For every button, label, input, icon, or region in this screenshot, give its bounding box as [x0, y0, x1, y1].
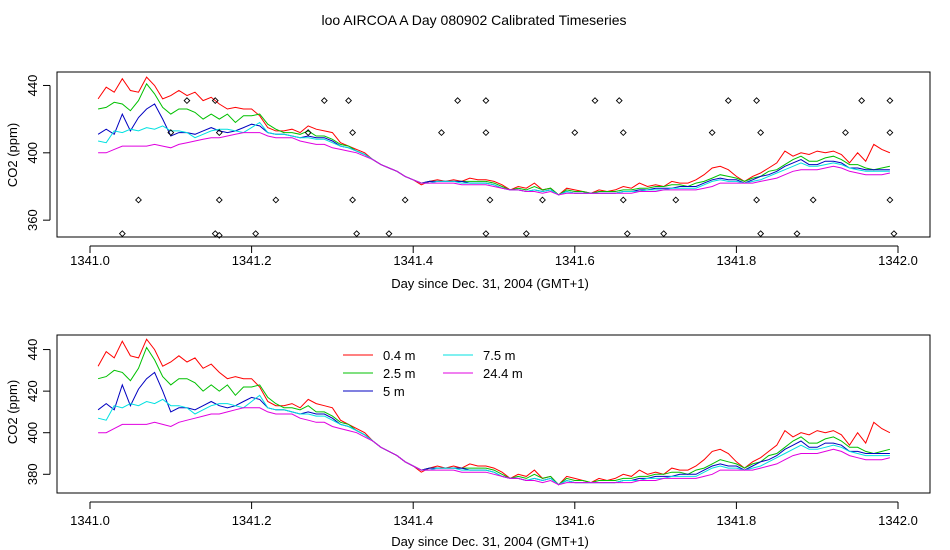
- top-x-axis: 1341.0 1341.2 1341.4 1341.6 1341.8 1342.0: [70, 245, 918, 268]
- bottom-y-tick-label: 400: [25, 422, 40, 444]
- top-y-tick-label: 440: [25, 75, 40, 97]
- diamond-point: [482, 230, 490, 238]
- diamond-point: [486, 196, 494, 204]
- top-series-line-2-5-m: [98, 82, 891, 196]
- diamond-point: [842, 129, 849, 137]
- diamond-point: [438, 129, 445, 137]
- top-x-tick-label: 1341.6: [555, 253, 595, 268]
- diamond-point: [353, 230, 361, 238]
- diamond-point: [615, 97, 623, 105]
- bottom-x-tick-label: 1341.8: [717, 513, 757, 528]
- diamond-point: [591, 97, 599, 105]
- diamond-point: [890, 230, 898, 238]
- legend-label-3: 7.5 m: [483, 348, 516, 363]
- top-series-line-7-5-m: [97, 121, 890, 196]
- bottom-series-line-7-5-m: [97, 394, 890, 486]
- top-x-tick-label: 1342.0: [878, 253, 918, 268]
- top-x-axis-label: Day since Dec. 31, 2004 (GMT+1): [391, 276, 589, 291]
- diamond-point: [482, 97, 490, 105]
- bottom-x-tick-label: 1341.6: [555, 513, 595, 528]
- diamond-point: [183, 97, 191, 105]
- diamond-point: [858, 97, 866, 105]
- diamond-point: [401, 196, 409, 204]
- legend-label-1: 2.5 m: [383, 366, 416, 381]
- diamond-point: [482, 129, 490, 137]
- diamond-point: [571, 129, 579, 137]
- figure-title: loo AIRCOA A Day 080902 Calibrated Times…: [321, 12, 626, 28]
- legend-label-4: 24.4 m: [483, 366, 523, 381]
- top-series-line-0-4-m: [97, 76, 891, 196]
- diamond-point: [886, 97, 894, 105]
- diamond-point: [809, 196, 817, 204]
- bottom-x-axis-label: Day since Dec. 31, 2004 (GMT+1): [391, 534, 589, 549]
- bottom-x-tick-label: 1341.2: [232, 513, 272, 528]
- bottom-x-tick-label: 1342.0: [878, 513, 918, 528]
- top-x-tick-label: 1341.0: [70, 253, 110, 268]
- legend: 0.4 m 2.5 m 5 m 7.5 m 24.4 m: [343, 348, 523, 399]
- top-y-tick-label: 400: [25, 142, 40, 164]
- bottom-y-tick-label: 420: [25, 380, 40, 402]
- bottom-y-tick-label: 380: [25, 463, 40, 485]
- top-y-axis-label: CO2 (ppm): [5, 123, 20, 187]
- diamond-point: [167, 129, 175, 137]
- top-plot-frame: [56, 71, 931, 238]
- diamond-point: [135, 196, 142, 204]
- diamond-point: [672, 196, 680, 204]
- diamond-point: [753, 196, 761, 204]
- diamond-point: [793, 230, 801, 238]
- diamond-point: [708, 129, 716, 137]
- diamond-point: [724, 97, 732, 105]
- bottom-x-tick-label: 1341.0: [70, 513, 110, 528]
- diamond-point: [211, 230, 219, 238]
- diamond-point: [304, 129, 312, 137]
- diamond-point: [349, 129, 357, 137]
- bottom-y-axis-label: CO2 (ppm): [5, 380, 20, 444]
- diamond-point: [349, 196, 357, 204]
- diamond-point: [454, 97, 462, 105]
- legend-label-0: 0.4 m: [383, 348, 416, 363]
- diamond-point: [522, 230, 530, 238]
- diamond-point: [660, 230, 668, 238]
- diamond-point: [886, 196, 894, 204]
- diamond-point: [623, 230, 631, 238]
- top-y-axis: 360 400 440: [25, 75, 51, 231]
- diamond-point: [215, 231, 223, 239]
- bottom-series-line-0-4-m: [97, 338, 891, 486]
- bottom-panel: 1341.0 1341.2 1341.4 1341.6 1341.8 1342.0 380…: [5, 334, 931, 549]
- diamond-point: [211, 97, 219, 105]
- top-diamond-points: [118, 97, 898, 239]
- top-x-tick-label: 1341.2: [232, 253, 272, 268]
- diamond-point: [539, 196, 546, 204]
- top-x-tick-label: 1341.4: [393, 253, 433, 268]
- top-panel: 1341.0 1341.2 1341.4 1341.6 1341.8 1342.0 360…: [5, 71, 931, 291]
- top-series-line-24-4-m: [98, 132, 891, 196]
- bottom-series-lines: [97, 338, 891, 486]
- diamond-point: [118, 230, 126, 238]
- top-y-tick-label: 360: [25, 209, 40, 231]
- diamond-point: [753, 97, 761, 105]
- diamond-point: [272, 196, 280, 204]
- diamond-point: [757, 230, 765, 238]
- diamond-point: [215, 129, 223, 137]
- diamond-point: [385, 230, 393, 238]
- bottom-x-tick-label: 1341.4: [393, 513, 433, 528]
- legend-label-2: 5 m: [383, 384, 405, 399]
- diamond-point: [320, 97, 328, 105]
- diamond-point: [757, 129, 765, 137]
- bottom-y-axis: 380 400 420 440: [25, 339, 51, 485]
- bottom-plot-frame: [56, 334, 931, 494]
- bottom-x-axis: 1341.0 1341.2 1341.4 1341.6 1341.8 1342.0: [70, 501, 918, 528]
- top-x-tick-label: 1341.8: [717, 253, 757, 268]
- top-series-lines: [97, 76, 891, 196]
- bottom-series-line-2-5-m: [97, 346, 891, 486]
- diamond-point: [345, 97, 352, 105]
- diamond-point: [215, 196, 223, 204]
- diamond-point: [252, 230, 260, 238]
- diamond-point: [619, 129, 627, 137]
- diamond-point: [886, 129, 894, 137]
- bottom-series-line-24-4-m: [98, 407, 891, 486]
- bottom-y-tick-label: 440: [25, 339, 40, 361]
- diamond-point: [619, 196, 627, 204]
